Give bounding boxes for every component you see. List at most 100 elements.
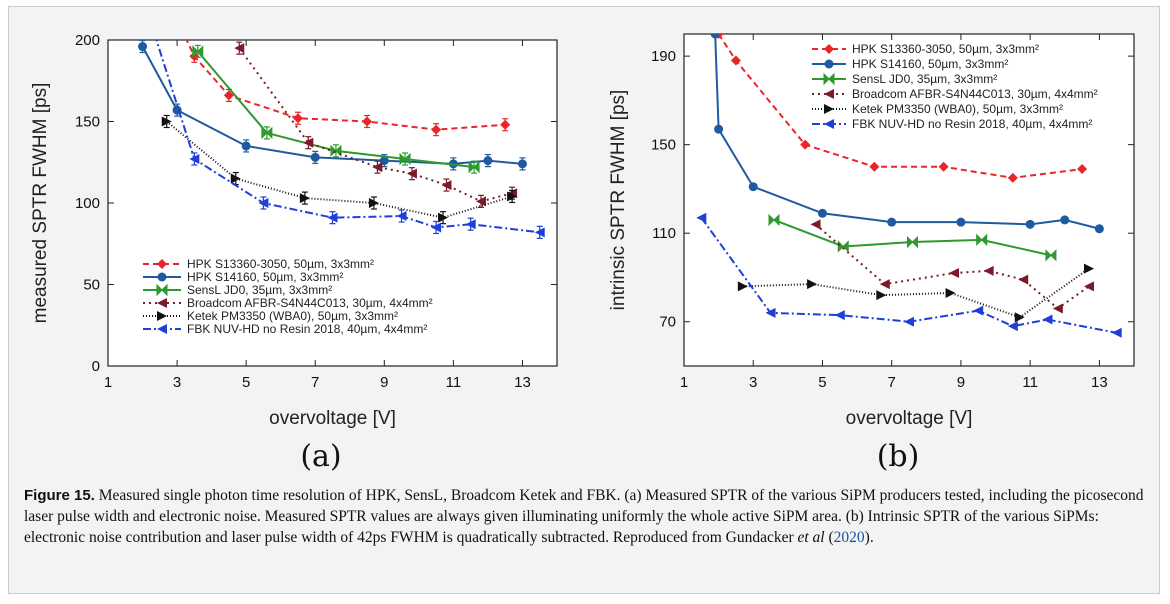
data-point xyxy=(438,212,449,223)
data-point xyxy=(768,213,780,227)
panel-label-b: (b) xyxy=(877,439,920,474)
data-point xyxy=(261,126,273,140)
caption-close-paren: ). xyxy=(864,529,874,546)
series-line xyxy=(742,267,1090,319)
data-point xyxy=(406,168,417,179)
x-axis-title: overvoltage [V] xyxy=(846,408,973,429)
data-point xyxy=(956,217,966,227)
legend-swatch-marker xyxy=(824,44,834,54)
legend-label: Broadcom AFBR-S4N44C013, 30µm, 4x4mm² xyxy=(187,296,433,310)
data-point xyxy=(973,305,984,316)
caption-text: Measured single photon time resolution o… xyxy=(24,487,1144,546)
series-a-2 xyxy=(192,44,480,174)
data-point xyxy=(483,156,493,166)
legend-swatch-marker xyxy=(824,59,834,69)
series-b-3 xyxy=(810,219,1094,314)
data-point xyxy=(1084,263,1094,274)
data-point xyxy=(1084,281,1094,292)
legend-swatch-marker xyxy=(157,311,167,321)
data-point xyxy=(230,173,241,184)
data-point xyxy=(765,307,776,318)
panel-label-a: (a) xyxy=(300,439,341,474)
legend-item: Ketek PM3350 (WBA0), 50µm, 3x3mm² xyxy=(143,309,398,323)
legend-swatch-marker xyxy=(157,272,167,282)
y-tick-label: 150 xyxy=(651,137,676,154)
legend-item: SensL JD0, 35µm, 3x3mm² xyxy=(812,72,997,86)
legend-label: SensL JD0, 35µm, 3x3mm² xyxy=(852,72,997,86)
data-point xyxy=(189,153,200,164)
legend-swatch-marker xyxy=(823,72,835,86)
data-point xyxy=(1077,164,1088,175)
legend-item: FBK NUV-HD no Resin 2018, 40µm, 4x4mm² xyxy=(812,117,1092,131)
x-tick-label: 3 xyxy=(749,374,757,391)
data-point xyxy=(299,193,310,204)
series-b-1 xyxy=(710,34,1104,234)
x-tick-label: 11 xyxy=(1022,374,1038,391)
series-layer xyxy=(696,34,1122,338)
data-point xyxy=(904,316,914,327)
y-tick-label: 190 xyxy=(651,48,676,65)
data-point xyxy=(938,161,949,172)
legend-item: HPK S13360-3050, 50µm, 3x3mm² xyxy=(812,42,1039,56)
data-point xyxy=(258,198,269,208)
legend-swatch-marker xyxy=(824,89,834,99)
data-point xyxy=(476,196,487,207)
caption-et-al: et al xyxy=(797,529,825,546)
data-point xyxy=(192,45,204,58)
data-point xyxy=(1042,314,1053,325)
legend-item: FBK NUV-HD no Resin 2018, 40µm, 4x4mm² xyxy=(143,322,427,336)
data-point xyxy=(748,182,758,192)
series-layer xyxy=(138,40,545,239)
x-axis: 1 3 5 7 9 11 13 xyxy=(104,40,531,391)
data-point xyxy=(737,281,748,292)
legend-swatch-marker xyxy=(157,324,167,334)
data-point xyxy=(1060,215,1070,225)
data-point xyxy=(534,227,545,238)
series-line xyxy=(700,217,1117,334)
data-point xyxy=(837,240,849,253)
y-axis-title: measured SPTR FWHM [ps] xyxy=(30,83,51,324)
legend-swatch-marker xyxy=(824,104,834,114)
data-point xyxy=(1007,172,1018,183)
data-point xyxy=(834,310,845,321)
data-point xyxy=(1014,312,1025,323)
y-axis: 70 110 150 190 xyxy=(651,48,1134,331)
x-tick-label: 9 xyxy=(957,374,965,391)
data-point xyxy=(876,290,887,301)
data-point xyxy=(362,116,373,127)
data-point xyxy=(396,211,407,222)
y-tick-label: 200 xyxy=(75,32,100,49)
data-point xyxy=(431,124,442,135)
caption-citation-year[interactable]: 2020 xyxy=(833,529,865,546)
legend-swatch-marker xyxy=(156,283,168,297)
data-point xyxy=(945,287,956,298)
data-point xyxy=(976,233,988,247)
data-point xyxy=(372,162,383,173)
x-tick-label: 1 xyxy=(680,374,688,391)
data-point xyxy=(465,219,476,230)
data-point xyxy=(507,191,518,202)
data-point xyxy=(292,113,303,124)
legend-item: Broadcom AFBR-S4N44C013, 30µm, 4x4mm² xyxy=(812,87,1098,101)
data-point xyxy=(368,198,379,208)
y-tick-label: 50 xyxy=(83,277,100,294)
legend-item: SensL JD0, 35µm, 3x3mm² xyxy=(143,283,332,297)
x-tick-label: 1 xyxy=(104,374,112,391)
legend-swatch-marker xyxy=(157,298,167,308)
data-point xyxy=(714,124,724,134)
data-point xyxy=(500,119,511,130)
data-point xyxy=(138,42,148,52)
caption-label: Figure 15. xyxy=(24,487,95,504)
x-tick-label: 7 xyxy=(888,374,896,391)
legend-item: HPK S13360-3050, 50µm, 3x3mm² xyxy=(143,257,374,271)
data-point xyxy=(1094,224,1104,234)
series-b-2 xyxy=(768,213,1057,262)
legend-label: Ketek PM3350 (WBA0), 50µm, 3x3mm² xyxy=(852,102,1063,116)
data-point xyxy=(234,43,245,54)
data-point xyxy=(223,90,234,101)
legend-item: HPK S14160, 50µm, 3x3mm² xyxy=(812,57,1008,71)
y-axis: 0 50 100 150 200 xyxy=(75,32,557,375)
series-b-4 xyxy=(737,263,1094,323)
x-tick-label: 11 xyxy=(446,374,462,391)
legend-swatch-marker xyxy=(824,119,834,129)
